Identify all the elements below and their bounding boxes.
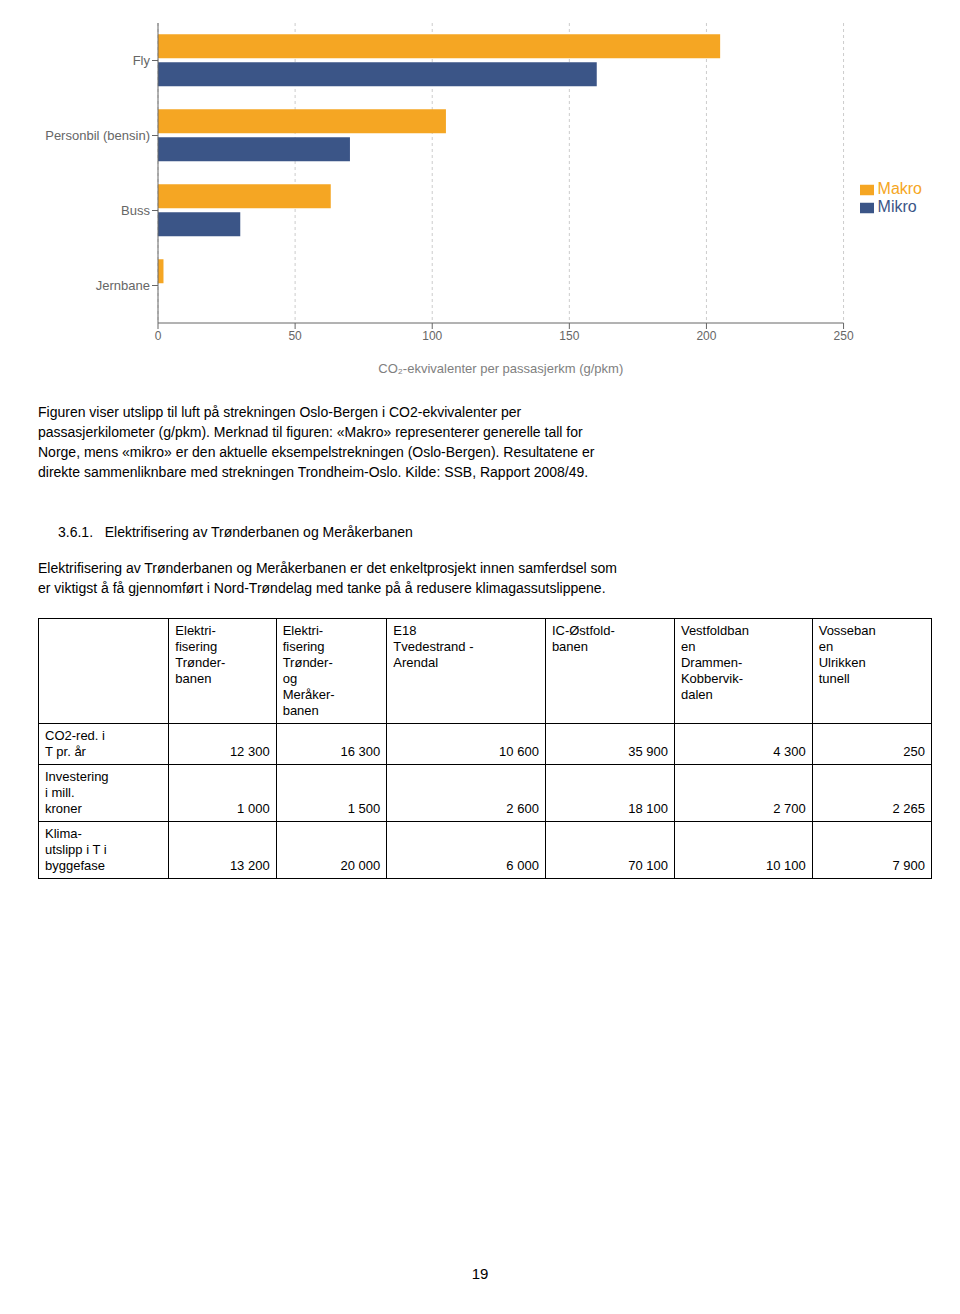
html-text:1 500: 1 500 [347,801,381,816]
html-text:4 300: 4 300 [773,744,806,759]
html-text:10 100: 10 100 [765,858,806,873]
html-text:20 000: 20 000 [340,858,381,873]
html-text:direkte sammenliknbare med str: direkte sammenliknbare med strekningen T… [38,464,589,480]
html-text:19: 19 [471,1265,489,1282]
html-text:Klima- utslipp i T i byggefase: Klima- utslipp i T i byggefase [45,826,107,873]
html-text:2 600: 2 600 [506,801,539,816]
html-text:Elektri- fisering Trønder- og: Elektri- fisering Trønder- og Meråker- b… [282,623,335,718]
html-text:18 100: 18 100 [628,801,668,816]
html-text:35 900: 35 900 [628,744,668,759]
html-text:Makro: Makro [877,180,922,197]
svg-text:50: 50 [288,329,302,343]
html-text:1 000: 1 000 [237,801,270,816]
svg-text:Buss: Buss [121,203,150,218]
html-text:passasjerkilometer (g/pkm). Me: passasjerkilometer (g/pkm). Merknad til … [38,424,583,440]
html-text:12 300: 12 300 [229,744,270,759]
html-text:CO2-red. i T pr. år: CO2-red. i T pr. år [45,728,105,759]
html-text:E18 Tvedestrand - Arendal: E18 Tvedestrand - Arendal [393,623,474,670]
svg-text:Jernbane: Jernbane [96,278,150,293]
html-text:70 100: 70 100 [628,858,668,873]
html-text:7 900: 7 900 [892,858,925,873]
html-text:10 600: 10 600 [499,744,539,759]
html-text:Vosseban en Ulrikken tunell: Vosseban en Ulrikken tunell [818,623,876,686]
html-text:Mikro: Mikro [877,198,917,215]
html-text:Vestfoldban en Drammen- Kobber: Vestfoldban en Drammen- Kobbervik- dalen [680,623,749,702]
html-text:250: 250 [903,744,925,759]
svg-text:250: 250 [834,329,854,343]
svg-text:150: 150 [559,329,579,343]
html-text:16 300: 16 300 [340,744,381,759]
html-text:er viktigst å få gjennomført i: er viktigst å få gjennomført i Nord-Trøn… [38,580,606,596]
svg-text:Fly: Fly [133,53,151,68]
html-text:Norge, mens «mikro» er den akt: Norge, mens «mikro» er den aktuelle ekse… [38,444,595,460]
html-text:6 000: 6 000 [506,858,539,873]
html-text:Elektrifisering av Trønderbane: Elektrifisering av Trønderbanen og Meråk… [38,560,617,576]
html-text:2 265: 2 265 [892,801,925,816]
html-text:Elektri- fisering Trønder- ban: Elektri- fisering Trønder- banen [175,623,226,686]
html-text:13 200: 13 200 [229,858,270,873]
html-text:3.6.1. Elektrifisering av Trøn: 3.6.1. Elektrifisering av Trønderbanen o… [58,524,413,540]
svg-text:Personbil (bensin): Personbil (bensin) [45,128,150,143]
svg-text:200: 200 [696,329,716,343]
html-text:Investering i mill. kroner: Investering i mill. kroner [45,769,109,816]
svg-text:0: 0 [155,329,162,343]
html-text:2 700: 2 700 [773,801,806,816]
html-text:Figuren viser utslipp til luft: Figuren viser utslipp til luft på strekn… [38,404,522,420]
svg-text:100: 100 [422,329,442,343]
svg-text:CO₂-ekvivalenter per passasjer: CO₂-ekvivalenter per passasjerkm (g/pkm) [378,361,623,376]
html-text:IC-Østfold- banen: IC-Østfold- banen [551,623,615,654]
